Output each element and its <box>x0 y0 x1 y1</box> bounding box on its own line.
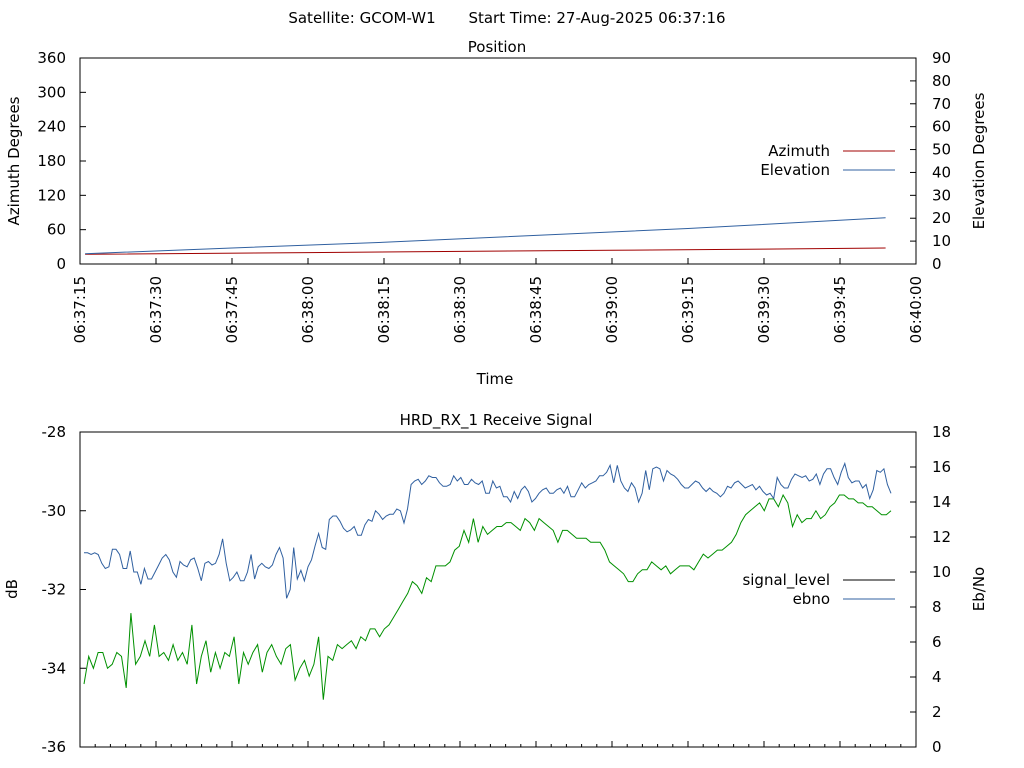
position-xtick-label: 06:39:45 <box>831 276 849 343</box>
position-series-azimuth-line <box>85 247 886 255</box>
position-y2tick-label: 60 <box>932 118 951 136</box>
position-ytick-label: 60 <box>47 221 66 239</box>
signal-y2tick-label: 14 <box>932 493 951 511</box>
signal-plot-frame <box>79 431 917 748</box>
position-y2tick-label: 40 <box>932 163 951 181</box>
signal-ytick-label: -28 <box>42 423 67 441</box>
signal-right-axis: 0 2 4 6 8 10 12 14 16 18 <box>910 423 951 756</box>
position-y2tick-label: 10 <box>932 232 951 250</box>
position-xtick-label: 06:38:15 <box>375 276 393 343</box>
signal-title: HRD_RX_1 Receive Signal <box>400 411 593 430</box>
signal-y2tick-label: 0 <box>932 738 942 756</box>
position-series <box>85 217 886 255</box>
position-xtick-label: 06:38:00 <box>299 276 317 343</box>
satellite-label: Satellite: GCOM-W1 <box>288 9 435 27</box>
signal-y2tick-label: 10 <box>932 563 951 581</box>
position-y2tick-label: 30 <box>932 186 951 204</box>
position-ytick-label: 360 <box>37 49 66 67</box>
position-xtick-label: 06:40:00 <box>907 276 925 343</box>
position-left-axis: 0 60 120 180 240 300 360 <box>37 49 86 273</box>
position-y2label: Elevation Degrees <box>970 92 988 229</box>
position-ytick-label: 300 <box>37 83 66 101</box>
signal-y2tick-label: 18 <box>932 423 951 441</box>
position-y2tick-label: 50 <box>932 141 951 159</box>
legend-azimuth-label: Azimuth <box>768 142 830 160</box>
signal-y2label: Eb/No <box>970 567 988 611</box>
position-xtick-label: 06:38:30 <box>451 276 469 343</box>
signal-ylabel: dB <box>3 579 21 599</box>
signal-x-axis <box>79 741 917 747</box>
position-ytick-label: 0 <box>56 255 66 273</box>
position-xtick-label: 06:37:45 <box>223 276 241 343</box>
position-ytick-label: 240 <box>37 118 66 136</box>
position-y2tick-label: 20 <box>932 209 951 227</box>
position-xtick-label: 06:37:30 <box>147 276 165 343</box>
signal-y2tick-label: 16 <box>932 458 951 476</box>
position-xlabel: Time <box>476 370 514 388</box>
signal-y2tick-label: 2 <box>932 703 942 721</box>
position-legend: Azimuth Elevation <box>760 142 895 179</box>
signal-series <box>83 461 892 700</box>
signal-series-ebno-line <box>84 461 892 599</box>
signal-y2tick-label: 4 <box>932 668 942 686</box>
signal-y2tick-label: 8 <box>932 598 942 616</box>
signal-ytick-label: -36 <box>42 738 67 756</box>
position-xtick-label: 06:39:30 <box>755 276 773 343</box>
signal-chart: HRD_RX_1 Receive Signal -36-34-32-30-28 … <box>3 411 988 756</box>
legend-elevation-label: Elevation <box>760 161 830 179</box>
signal-legend: signal_level ebno <box>742 571 895 608</box>
position-chart: Position 0 60 120 180 240 300 360 0 10 20 30 40 50 6… <box>5 38 988 388</box>
position-title: Position <box>468 38 526 56</box>
start-time-label: Start Time: 27-Aug-2025 06:37:16 <box>468 9 725 27</box>
position-xtick-label: 06:39:00 <box>603 276 621 343</box>
position-y2tick-label: 0 <box>932 255 942 273</box>
legend-ebno-label: ebno <box>793 590 830 608</box>
position-ytick-label: 120 <box>37 186 66 204</box>
position-series-elevation-line <box>85 217 886 255</box>
position-ytick-label: 180 <box>37 152 66 170</box>
legend-signal-level-label: signal_level <box>742 571 830 590</box>
position-right-axis: 0 10 20 30 40 50 60 70 80 90 <box>910 49 951 273</box>
signal-series-signal-level-line <box>83 493 892 700</box>
signal-ytick-label: -30 <box>42 502 67 520</box>
position-y2tick-label: 90 <box>932 49 951 67</box>
signal-y2tick-label: 6 <box>932 633 942 651</box>
position-xtick-label: 06:38:45 <box>527 276 545 343</box>
position-ylabel: Azimuth Degrees <box>5 96 23 225</box>
signal-left-axis: -36 -34 -32 -30 -28 <box>42 423 86 756</box>
signal-ytick-label: -34 <box>42 659 67 677</box>
signal-y2tick-label: 12 <box>932 528 951 546</box>
position-y2tick-label: 70 <box>932 95 951 113</box>
position-xtick-label: 06:37:15 <box>71 276 89 343</box>
position-xtick-label: 06:39:15 <box>679 276 697 343</box>
signal-ytick-label: -32 <box>42 581 67 599</box>
position-y2tick-label: 80 <box>932 72 951 90</box>
position-x-axis: 06:37:15 06:37:30 06:37:45 06:38:00 06:38:15… <box>71 258 925 343</box>
